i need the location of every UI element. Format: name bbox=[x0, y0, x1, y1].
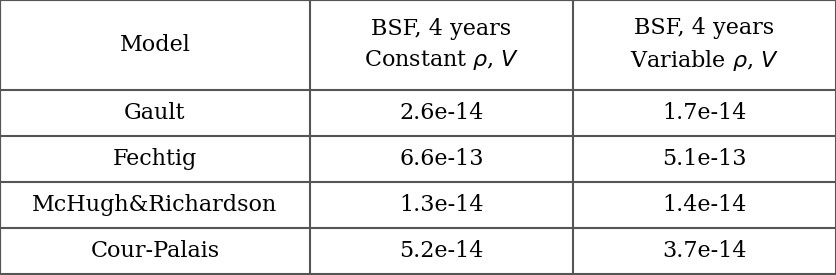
Text: 1.7e-14: 1.7e-14 bbox=[661, 102, 746, 124]
Text: McHugh&Richardson: McHugh&Richardson bbox=[33, 194, 278, 216]
Text: 5.2e-14: 5.2e-14 bbox=[399, 240, 483, 262]
Text: 2.6e-14: 2.6e-14 bbox=[399, 102, 483, 124]
Text: 6.6e-13: 6.6e-13 bbox=[399, 148, 483, 170]
Text: Gault: Gault bbox=[124, 102, 186, 124]
Text: BSF, 4 years
Constant $\rho$, $V$: BSF, 4 years Constant $\rho$, $V$ bbox=[364, 18, 518, 73]
Text: Cour-Palais: Cour-Palais bbox=[90, 240, 219, 262]
Text: BSF, 4 years
Variable $\rho$, $V$: BSF, 4 years Variable $\rho$, $V$ bbox=[630, 17, 778, 73]
Text: 3.7e-14: 3.7e-14 bbox=[661, 240, 746, 262]
Text: 1.3e-14: 1.3e-14 bbox=[399, 194, 483, 216]
Text: Fechtig: Fechtig bbox=[113, 148, 197, 170]
Text: 5.1e-13: 5.1e-13 bbox=[661, 148, 746, 170]
Text: 1.4e-14: 1.4e-14 bbox=[661, 194, 746, 216]
Text: Model: Model bbox=[120, 34, 191, 56]
